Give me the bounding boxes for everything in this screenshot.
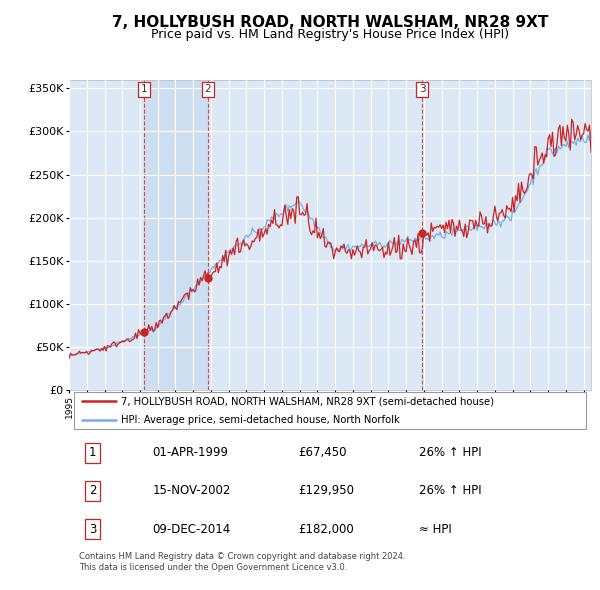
Text: 26% ↑ HPI: 26% ↑ HPI — [419, 484, 481, 497]
Text: 2: 2 — [89, 484, 96, 497]
Text: ≈ HPI: ≈ HPI — [419, 523, 451, 536]
Bar — [145, 80, 208, 391]
Text: £129,950: £129,950 — [299, 484, 355, 497]
Text: 09-DEC-2014: 09-DEC-2014 — [152, 523, 231, 536]
Text: 7, HOLLYBUSH ROAD, NORTH WALSHAM, NR28 9XT: 7, HOLLYBUSH ROAD, NORTH WALSHAM, NR28 9… — [112, 15, 548, 30]
Text: £182,000: £182,000 — [299, 523, 355, 536]
Text: 1: 1 — [89, 446, 96, 459]
Text: 15-NOV-2002: 15-NOV-2002 — [152, 484, 231, 497]
FancyBboxPatch shape — [74, 392, 586, 429]
Text: £67,450: £67,450 — [299, 446, 347, 459]
Text: 7, HOLLYBUSH ROAD, NORTH WALSHAM, NR28 9XT (semi-detached house): 7, HOLLYBUSH ROAD, NORTH WALSHAM, NR28 9… — [121, 396, 494, 407]
Text: 26% ↑ HPI: 26% ↑ HPI — [419, 446, 481, 459]
Text: 1: 1 — [141, 84, 148, 94]
Text: 01-APR-1999: 01-APR-1999 — [152, 446, 229, 459]
Text: 3: 3 — [419, 84, 426, 94]
Text: Price paid vs. HM Land Registry's House Price Index (HPI): Price paid vs. HM Land Registry's House … — [151, 28, 509, 41]
Text: HPI: Average price, semi-detached house, North Norfolk: HPI: Average price, semi-detached house,… — [121, 415, 400, 425]
Text: 2: 2 — [205, 84, 211, 94]
Text: Contains HM Land Registry data © Crown copyright and database right 2024.
This d: Contains HM Land Registry data © Crown c… — [79, 552, 406, 572]
Text: 3: 3 — [89, 523, 96, 536]
